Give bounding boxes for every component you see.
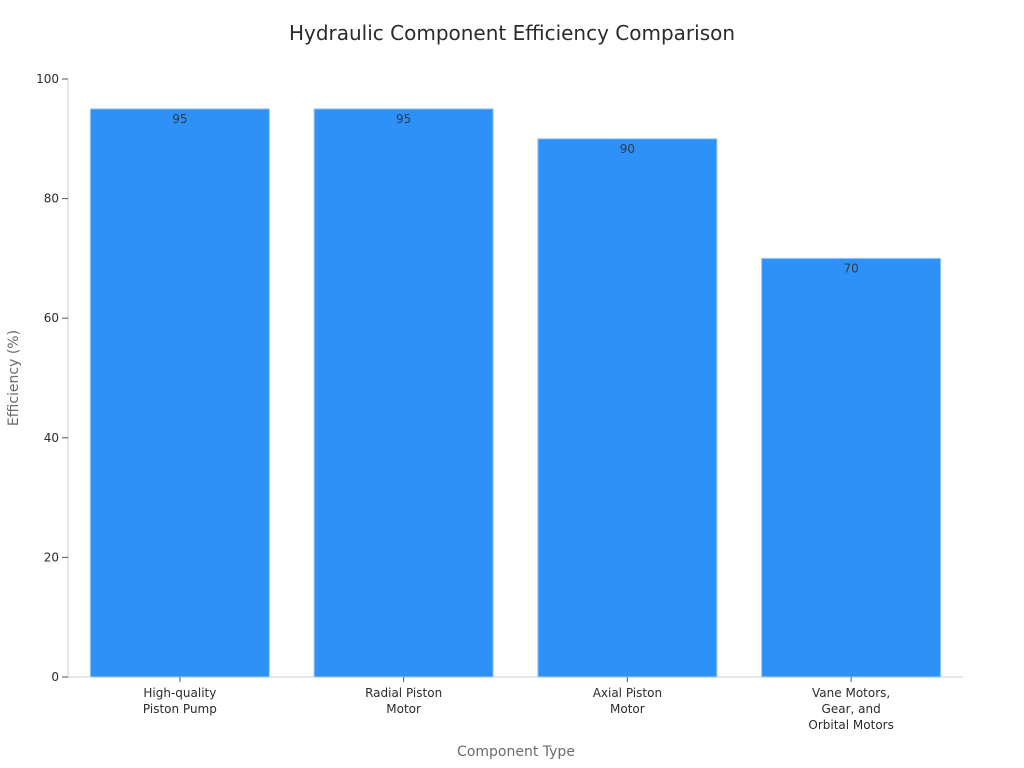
y-tick-label: 0 — [51, 670, 59, 684]
x-tick-label: Orbital Motors — [808, 718, 893, 732]
x-tick-label: Piston Pump — [143, 702, 217, 716]
bar — [537, 138, 718, 678]
x-tick-label: Vane Motors, — [812, 686, 890, 700]
bar-value-label: 95 — [396, 112, 411, 126]
bar-value-label: 95 — [172, 112, 187, 126]
bar — [761, 257, 942, 678]
x-axis-label: Component Type — [457, 744, 575, 760]
x-tick-label: High-quality — [143, 686, 216, 700]
x-tick-label: Motor — [610, 702, 645, 716]
bar-value-label: 90 — [620, 142, 635, 156]
y-axis-label: Efficiency (%) — [6, 330, 22, 426]
chart-title: Hydraulic Component Efficiency Compariso… — [289, 21, 735, 45]
x-tick-label: Motor — [386, 702, 421, 716]
bar — [89, 108, 270, 678]
y-tick-label: 100 — [36, 72, 59, 86]
bar — [313, 108, 494, 678]
x-tick-label: Gear, and — [822, 702, 881, 716]
y-tick-label: 40 — [44, 431, 59, 445]
plot-area: 0 20 40 60 80 100 95 High-quality Piston Pump 95 R… — [36, 72, 963, 732]
y-tick-label: 20 — [44, 550, 59, 564]
x-tick-label: Axial Piston — [593, 686, 662, 700]
bar-value-label: 70 — [843, 261, 858, 275]
y-tick-label: 80 — [44, 192, 59, 206]
x-tick-label: Radial Piston — [365, 686, 442, 700]
y-tick-label: 60 — [44, 311, 59, 325]
